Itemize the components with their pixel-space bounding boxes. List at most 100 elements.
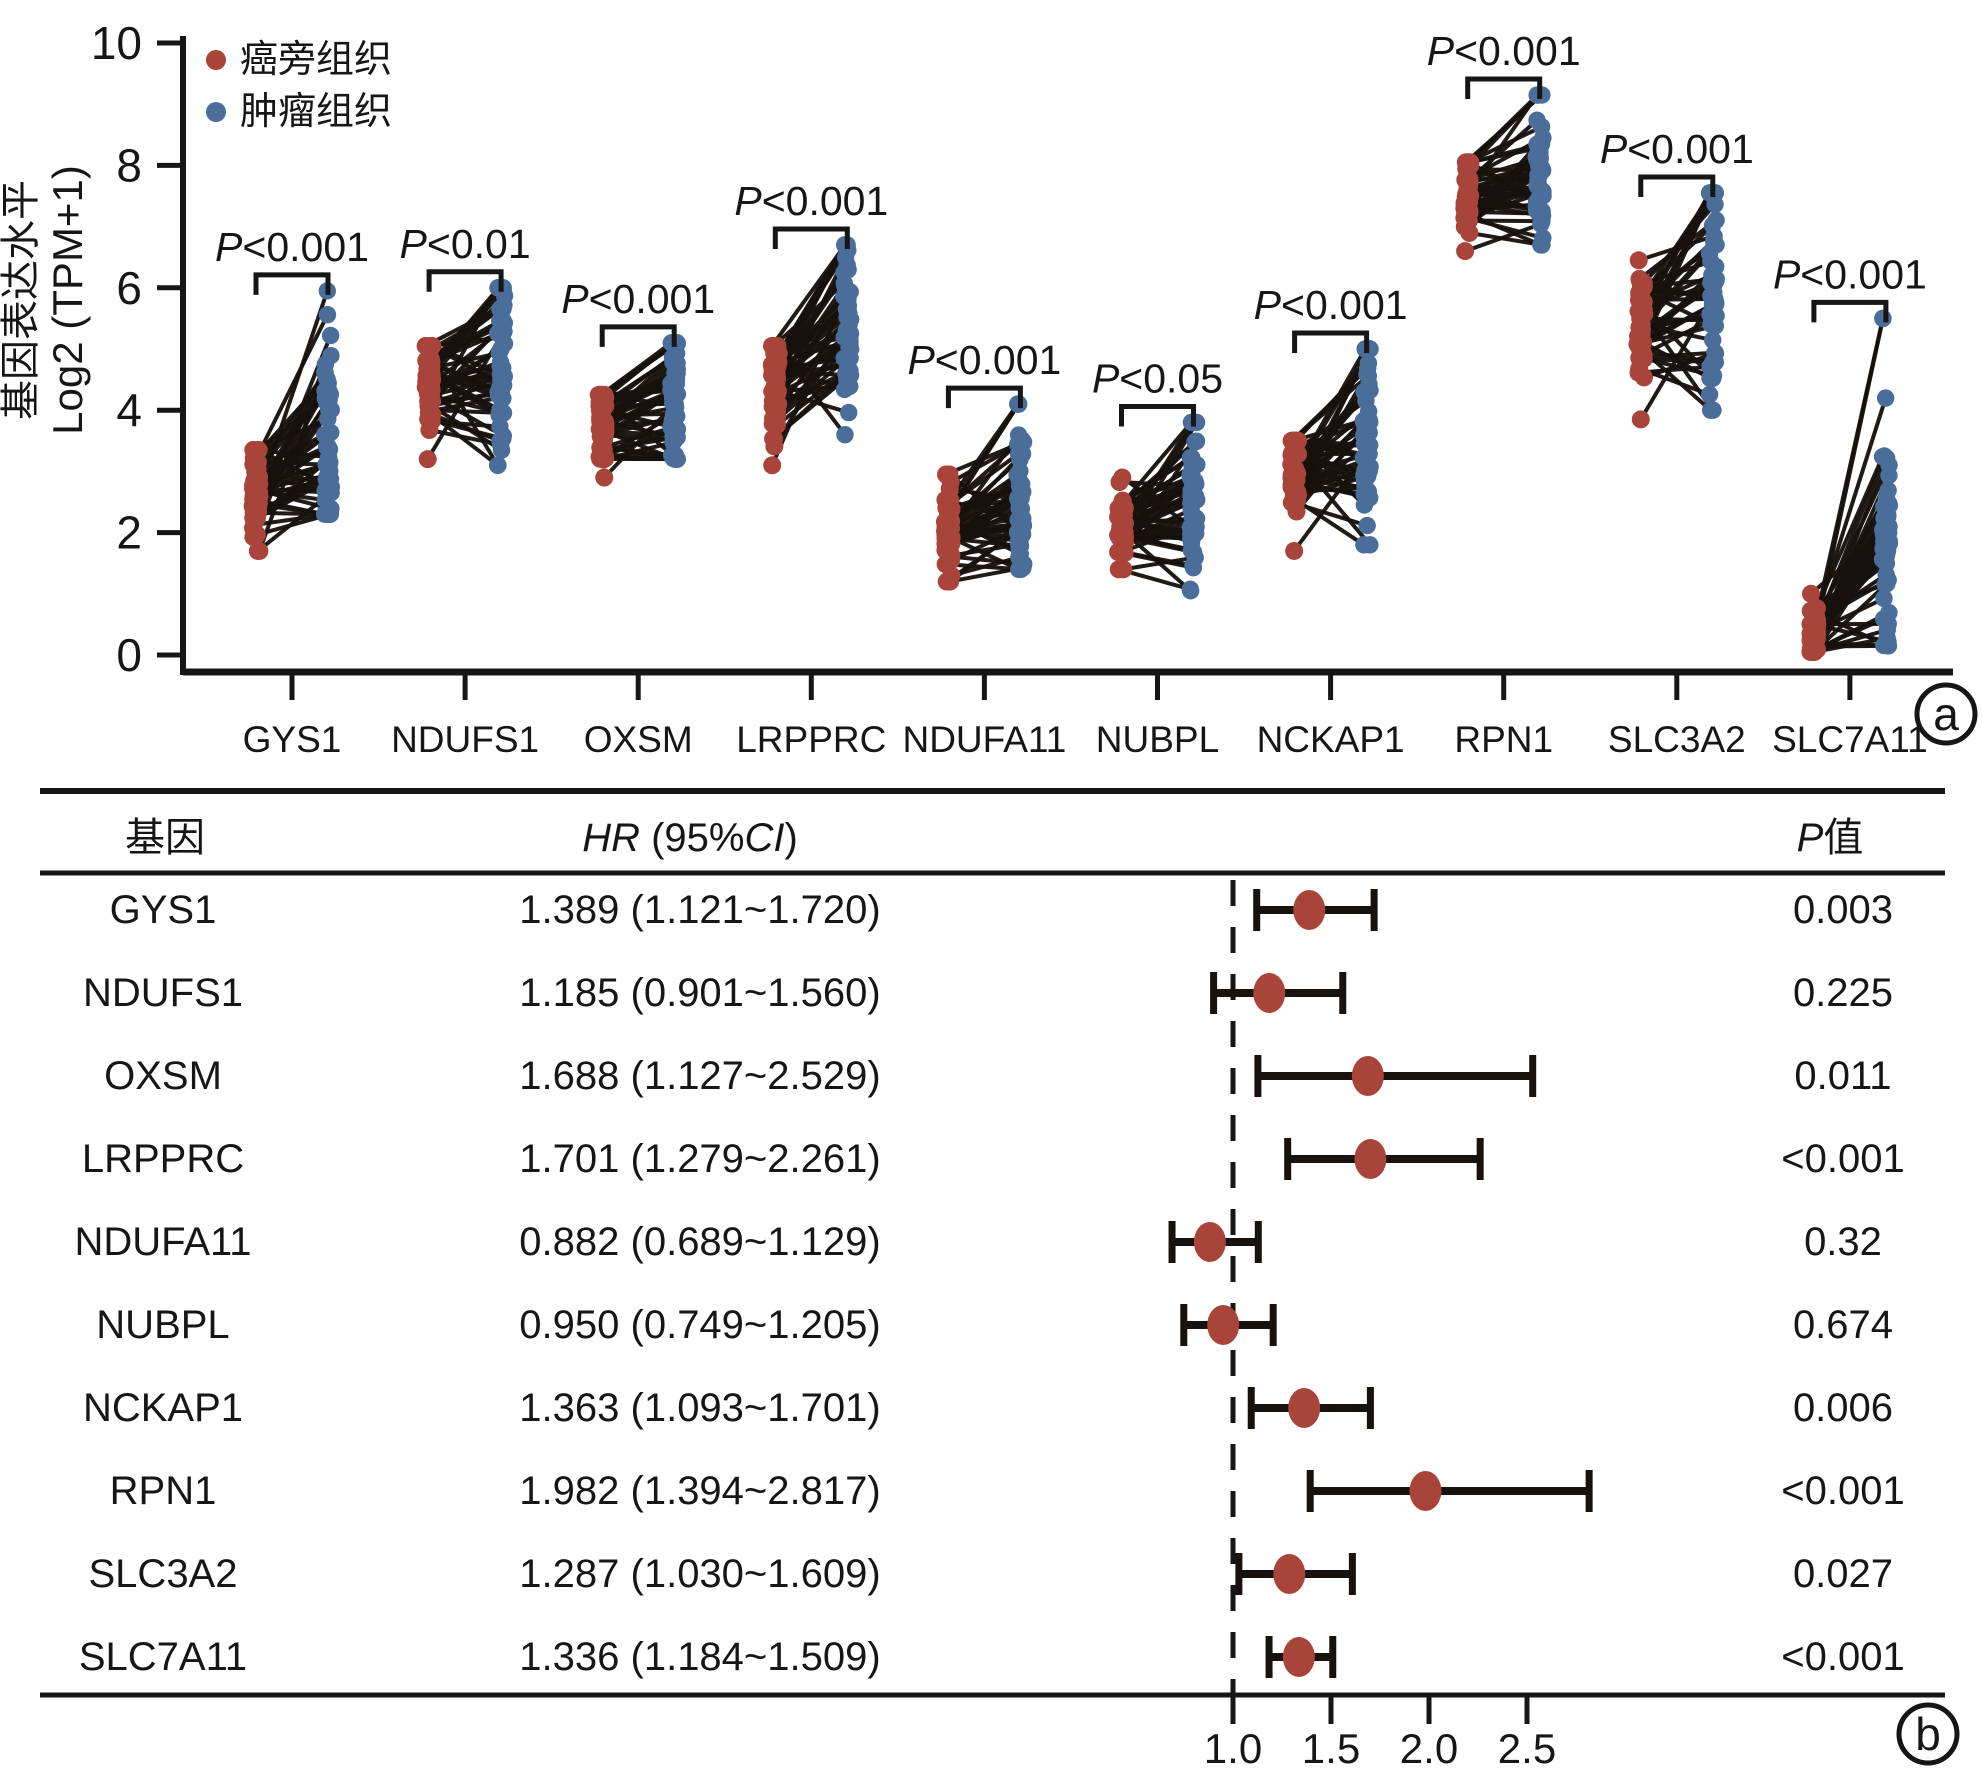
- normal-dot: [1461, 153, 1480, 172]
- tumor-dot: [1528, 111, 1546, 129]
- cell-p-value: <0.001: [1781, 1469, 1904, 1513]
- tumor-dot: [320, 448, 338, 466]
- normal-dot: [1456, 242, 1475, 261]
- tumor-dot: [493, 372, 511, 391]
- tumor-dot: [1701, 401, 1720, 419]
- cell-hr-ci: 1.363 (1.093~1.701): [519, 1386, 880, 1430]
- pair-line: [599, 342, 679, 397]
- normal-dot: [1631, 320, 1650, 339]
- tumor-dot: [1700, 184, 1719, 202]
- cell-hr-ci: 1.287 (1.030~1.609): [519, 1552, 880, 1596]
- pair-line: [1642, 317, 1713, 357]
- y-tick-label: 8: [116, 139, 142, 191]
- cell-hr-ci: 1.688 (1.127~2.529): [519, 1054, 880, 1098]
- pair-line: [1812, 582, 1889, 654]
- pair-line: [948, 402, 1020, 501]
- pair-line: [1465, 118, 1539, 184]
- y-tick-label: 4: [116, 384, 142, 436]
- tumor-dot: [1009, 426, 1028, 444]
- pair-line: [1123, 508, 1192, 542]
- tumor-dot: [1011, 478, 1030, 497]
- y-tick-label: 6: [116, 262, 142, 314]
- gene-group-NDUFA11: P<0.001: [907, 337, 1061, 591]
- normal-dots: [416, 336, 442, 469]
- tumor-dot: [840, 338, 858, 356]
- tumor-dot: [490, 344, 509, 362]
- p-value-label: P<0.05: [1092, 355, 1223, 401]
- forest-panel: 基因 HR (95%CI) P值 GYS1 1.389 (1.121~1.720) 0.0…: [40, 788, 1960, 1772]
- tumor-dot: [1706, 343, 1724, 362]
- tumor-dot: [1009, 445, 1028, 463]
- tumor-dot: [838, 308, 856, 326]
- tumor-dot: [1531, 165, 1549, 183]
- table-row-SLC7A11: SLC7A11 1.336 (1.184~1.509) <0.001: [79, 1635, 1905, 1679]
- tumor-dot: [1528, 86, 1546, 104]
- tumor-dot: [667, 375, 685, 394]
- tumor-dot: [315, 505, 334, 523]
- legend-marker-normal: [206, 50, 226, 70]
- normal-dot: [244, 508, 263, 527]
- cell-hr-ci: 0.882 (0.689~1.129): [519, 1220, 880, 1264]
- pair-line: [1465, 218, 1542, 224]
- tumor-dot: [1703, 216, 1722, 235]
- gene-group-SLC3A2: P<0.001: [1600, 126, 1754, 429]
- normal-dot: [1285, 541, 1304, 560]
- forest-item-OXSM: [1254, 1055, 1537, 1097]
- normal-dot: [246, 460, 265, 479]
- tumor-dot: [315, 426, 334, 444]
- table-row-GYS1: GYS1 1.389 (1.121~1.720) 0.003: [110, 888, 1893, 932]
- significance-bracket: [945, 385, 1023, 409]
- tumor-dot: [1360, 436, 1379, 454]
- normal-dot: [421, 375, 440, 394]
- tumor-dots: [1527, 86, 1552, 254]
- pair-line: [601, 411, 674, 418]
- normal-dot: [244, 440, 263, 459]
- normal-dot: [596, 396, 615, 415]
- pair-lines: [424, 286, 507, 467]
- cell-hr-ci: 1.185 (0.901~1.560): [519, 971, 880, 1015]
- pair-line: [1467, 199, 1537, 209]
- pair-line: [1293, 501, 1368, 528]
- tumor-dot: [1707, 270, 1725, 288]
- cell-p-value: 0.003: [1793, 888, 1893, 932]
- normal-dot: [594, 450, 613, 469]
- tumor-dots: [1700, 184, 1725, 419]
- column-header-gene: 基因: [125, 816, 205, 860]
- hr-point: [1288, 1388, 1321, 1428]
- forest-tick-label: 2.5: [1498, 1725, 1556, 1772]
- tumor-dot: [1705, 233, 1723, 252]
- significance-bracket: [426, 269, 504, 292]
- tumor-dot: [838, 357, 857, 375]
- pair-line: [428, 428, 501, 447]
- hr-point: [1351, 1056, 1384, 1096]
- cell-p-value: 0.674: [1793, 1303, 1893, 1347]
- y-axis-label-cn: 基因表达水平: [0, 180, 43, 420]
- forest-tick-label: 1.5: [1302, 1725, 1360, 1772]
- gene-group-NUBPL: P<0.05: [1092, 355, 1223, 600]
- tumor-dot: [1011, 545, 1029, 563]
- tumor-dot: [1529, 151, 1548, 169]
- normal-dot: [1458, 192, 1477, 211]
- forest-item-GYS1: [1253, 889, 1378, 931]
- significance-bracket: [1119, 403, 1196, 427]
- normal-dots: [935, 465, 961, 591]
- panel-b-badge: b: [1915, 1708, 1941, 1760]
- tumor-dot: [1879, 615, 1897, 633]
- normal-dot: [767, 355, 786, 374]
- normal-dots: [1282, 431, 1308, 560]
- pair-line: [775, 295, 846, 404]
- tumor-dot: [1009, 395, 1027, 413]
- tumor-dot: [1356, 478, 1374, 496]
- normal-dot: [939, 506, 958, 525]
- pair-line: [1810, 397, 1888, 632]
- pair-line: [1466, 166, 1542, 173]
- y-tick-label: 2: [116, 507, 142, 559]
- cell-p-value: 0.011: [1794, 1054, 1891, 1098]
- significance-bracket: [772, 226, 850, 249]
- pair-line: [1814, 464, 1891, 621]
- tumor-dot: [1358, 516, 1376, 535]
- hr-point: [1253, 973, 1286, 1013]
- tumor-dot: [1880, 456, 1898, 474]
